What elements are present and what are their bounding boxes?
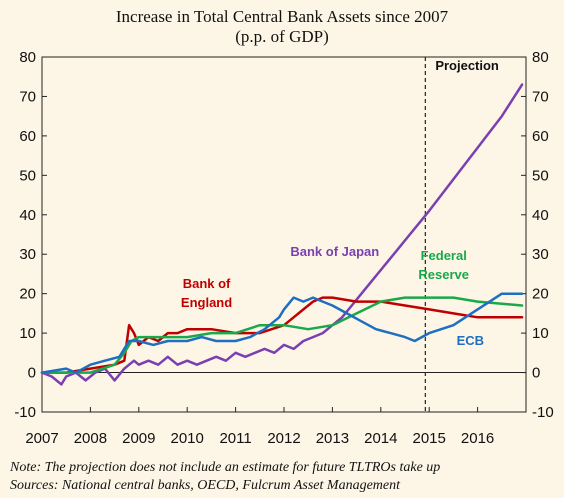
y-tick-label-right: -10 xyxy=(532,404,554,421)
x-tick-label: 2011 xyxy=(219,430,251,447)
y-tick-label-right: 30 xyxy=(532,246,549,263)
series-label-line: Reserve xyxy=(418,267,469,282)
y-tick-label-right: 80 xyxy=(532,49,549,66)
x-tick-label: 2007 xyxy=(25,430,58,447)
y-tick-label-right: 20 xyxy=(532,286,549,303)
series-label-bank-of-japan: Bank of Japan xyxy=(290,244,379,259)
x-tick-label: 2008 xyxy=(74,430,107,447)
series-label-line: Federal xyxy=(421,248,467,263)
x-tick-label: 2015 xyxy=(413,430,446,447)
series-layer xyxy=(40,83,524,386)
chart-subtitle: (p.p. of GDP) xyxy=(235,27,329,46)
y-tick-label-left: 30 xyxy=(19,246,36,263)
y-tick-label-right: 60 xyxy=(532,128,549,145)
series-line-bank-of-england xyxy=(40,296,524,374)
y-tick-label-right: 0 xyxy=(532,365,540,382)
y-tick-label-right: 10 xyxy=(532,325,549,342)
chart-source: Sources: National central banks, OECD, F… xyxy=(10,478,401,493)
x-tick-label: 2014 xyxy=(364,430,397,447)
series-label-line: England xyxy=(181,295,232,310)
y-tick-label-left: -10 xyxy=(14,404,36,421)
y-tick-label-left: 20 xyxy=(19,286,36,303)
x-tick-label: 2012 xyxy=(267,430,300,447)
series-label-ecb: ECB xyxy=(457,333,484,348)
series-line-ecb xyxy=(40,292,524,374)
y-tick-label-left: 70 xyxy=(19,88,36,105)
y-tick-label-left: 50 xyxy=(19,167,36,184)
y-tick-label-left: 60 xyxy=(19,128,36,145)
x-tick-label: 2016 xyxy=(461,430,494,447)
y-tick-label-left: 80 xyxy=(19,49,36,66)
y-tick-label-right: 40 xyxy=(532,207,549,224)
series-label-federal-reserve: Federal Reserve xyxy=(418,248,469,282)
y-tick-label-right: 50 xyxy=(532,167,549,184)
x-tick-label: 2010 xyxy=(171,430,204,447)
y-tick-label-left: 40 xyxy=(19,207,36,224)
series-line-bank-of-japan xyxy=(40,83,524,386)
x-tick-label: 2013 xyxy=(316,430,349,447)
y-tick-label-right: 70 xyxy=(532,88,549,105)
x-tick-label: 2009 xyxy=(122,430,155,447)
projection-label: Projection xyxy=(435,58,499,73)
series-label-line: Bank of Japan xyxy=(290,244,379,259)
series-label-bank-of-england: Bank of England xyxy=(181,276,232,310)
y-tick-label-left: 0 xyxy=(28,365,36,382)
series-label-line: ECB xyxy=(457,333,484,348)
series-line-federal-reserve xyxy=(40,296,524,374)
label-layer: Bank of Japan Bank of England Federal Reserv… xyxy=(181,244,484,348)
chart-title: Increase in Total Central Bank Assets si… xyxy=(116,7,449,26)
y-tick-label-left: 10 xyxy=(19,325,36,342)
series-label-line: Bank of xyxy=(183,276,231,291)
chart-note: Note: The projection does not include an… xyxy=(9,460,440,475)
